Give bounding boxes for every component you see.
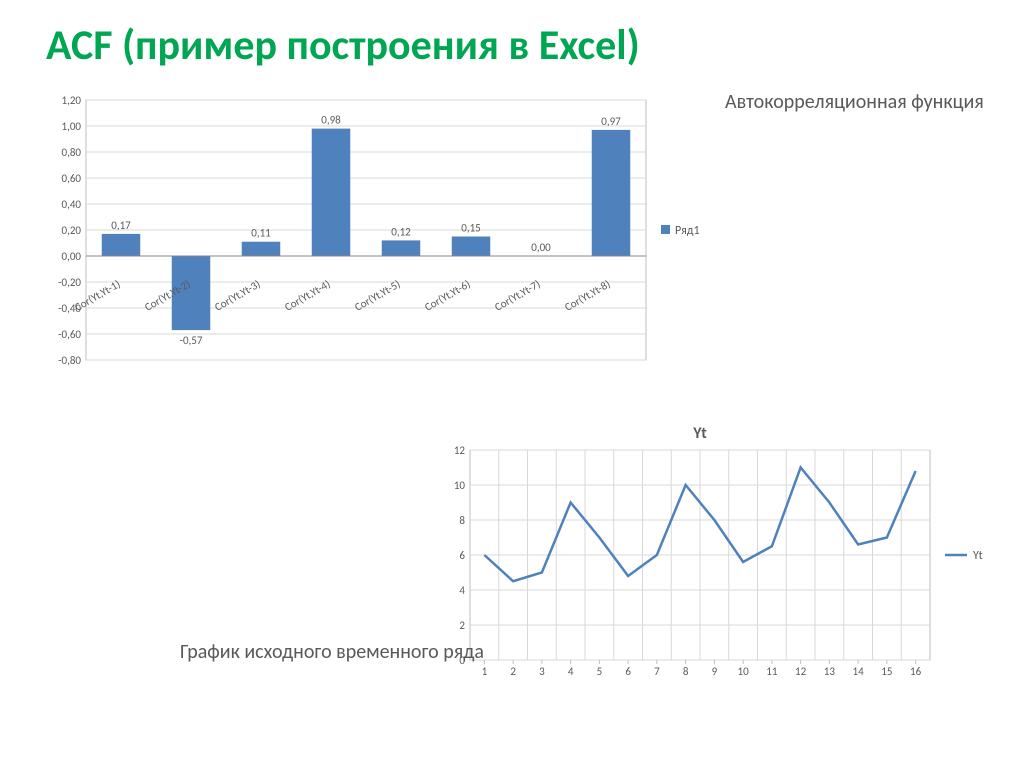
svg-text:0,98: 0,98 bbox=[321, 114, 341, 127]
svg-text:0,80: 0,80 bbox=[62, 146, 82, 159]
svg-text:16: 16 bbox=[910, 665, 922, 678]
svg-text:0,00: 0,00 bbox=[531, 241, 551, 254]
svg-text:6: 6 bbox=[459, 549, 465, 562]
svg-text:6: 6 bbox=[625, 665, 631, 678]
svg-text:1,20: 1,20 bbox=[62, 94, 82, 107]
svg-text:8: 8 bbox=[459, 514, 465, 527]
svg-text:-0,60: -0,60 bbox=[58, 328, 81, 341]
svg-text:4: 4 bbox=[459, 584, 465, 597]
svg-text:0,40: 0,40 bbox=[62, 198, 82, 211]
svg-text:10: 10 bbox=[454, 479, 466, 492]
svg-text:11: 11 bbox=[766, 665, 778, 678]
svg-text:12: 12 bbox=[795, 665, 807, 678]
svg-text:4: 4 bbox=[568, 665, 574, 678]
ts-caption: График исходного временного ряда bbox=[180, 640, 484, 664]
svg-text:7: 7 bbox=[654, 665, 660, 678]
svg-text:13: 13 bbox=[824, 665, 836, 678]
svg-text:15: 15 bbox=[881, 665, 892, 678]
svg-text:2: 2 bbox=[459, 619, 465, 632]
svg-text:0,17: 0,17 bbox=[111, 219, 131, 232]
acf-bar-chart: -0,80-0,60-0,40-0,200,000,200,400,600,80… bbox=[46, 90, 766, 410]
svg-text:8: 8 bbox=[683, 665, 689, 678]
svg-text:9: 9 bbox=[712, 665, 718, 678]
svg-text:0,00: 0,00 bbox=[62, 250, 82, 263]
svg-text:10: 10 bbox=[738, 665, 750, 678]
svg-text:0,20: 0,20 bbox=[62, 224, 82, 237]
svg-text:12: 12 bbox=[454, 444, 466, 457]
svg-text:0,60: 0,60 bbox=[62, 172, 82, 185]
svg-text:Yt: Yt bbox=[973, 549, 983, 563]
ts-line-chart: Yt02468101212345678910111213141516Yt bbox=[430, 420, 1010, 700]
svg-text:1: 1 bbox=[482, 665, 488, 678]
svg-text:1,00: 1,00 bbox=[62, 120, 82, 133]
svg-text:3: 3 bbox=[539, 665, 545, 678]
svg-text:14: 14 bbox=[853, 665, 865, 678]
svg-text:-0,20: -0,20 bbox=[58, 276, 81, 289]
svg-text:0,15: 0,15 bbox=[461, 222, 480, 235]
svg-text:0,97: 0,97 bbox=[601, 115, 621, 128]
svg-text:Yt: Yt bbox=[692, 424, 707, 443]
svg-text:5: 5 bbox=[597, 665, 603, 678]
svg-text:2: 2 bbox=[510, 665, 516, 678]
page-title: ACF (пример построения в Excel) bbox=[46, 20, 640, 71]
svg-text:-0,57: -0,57 bbox=[180, 334, 203, 347]
svg-text:Ряд1: Ряд1 bbox=[675, 224, 700, 238]
svg-text:-0,80: -0,80 bbox=[58, 354, 81, 367]
svg-text:0,11: 0,11 bbox=[251, 227, 271, 240]
svg-text:0,12: 0,12 bbox=[391, 225, 411, 238]
